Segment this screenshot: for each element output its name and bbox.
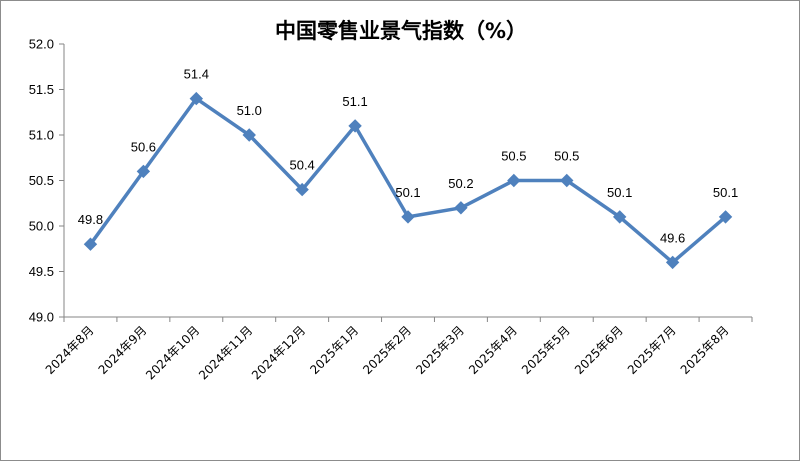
y-tick-label: 51.5 <box>29 82 54 97</box>
data-point <box>454 201 468 215</box>
x-tick-label: 2025年3月 <box>413 323 467 377</box>
data-label: 51.1 <box>342 94 367 109</box>
data-point <box>560 173 574 188</box>
data-label: 51.4 <box>184 67 209 82</box>
data-label: 50.1 <box>713 185 738 200</box>
x-tick-label: 2024年11月 <box>196 323 255 382</box>
data-label: 50.5 <box>501 149 526 164</box>
data-label: 49.8 <box>78 212 103 227</box>
data-label: 51.0 <box>237 103 262 118</box>
series-line <box>89 96 727 265</box>
y-tick-label: 50.0 <box>29 219 54 234</box>
y-tick-label: 49.0 <box>29 310 54 325</box>
x-tick-label: 2024年9月 <box>96 323 150 377</box>
x-tick-label: 2024年12月 <box>249 323 308 382</box>
x-tick-label: 2024年8月 <box>43 323 97 377</box>
y-tick-label: 50.5 <box>29 173 54 188</box>
y-tick-label: 51.0 <box>29 128 54 143</box>
data-point <box>136 164 151 179</box>
data-point <box>507 173 521 188</box>
x-tick-label: 2024年10月 <box>143 323 202 382</box>
data-point <box>401 210 415 224</box>
data-point <box>612 210 627 224</box>
data-point <box>242 128 256 142</box>
data-label: 49.6 <box>660 230 685 245</box>
data-label: 50.1 <box>395 185 420 200</box>
data-label: 50.4 <box>289 158 314 173</box>
data-point <box>665 255 680 270</box>
x-tick-label: 2025年6月 <box>572 323 626 377</box>
data-point <box>189 91 204 106</box>
data-point <box>348 119 362 133</box>
x-tick-label: 2025年5月 <box>519 323 573 377</box>
y-tick-label: 49.5 <box>29 264 54 279</box>
y-tick-label: 52.0 <box>29 37 54 52</box>
data-point <box>83 237 98 251</box>
data-point <box>718 210 733 224</box>
data-label: 50.2 <box>448 176 473 191</box>
data-label: 50.5 <box>554 149 579 164</box>
data-label: 50.1 <box>607 185 632 200</box>
x-tick-label: 2025年4月 <box>466 323 520 377</box>
data-point <box>295 182 309 197</box>
x-tick-label: 2025年2月 <box>360 323 414 377</box>
x-tick-label: 2025年8月 <box>678 323 732 377</box>
x-tick-label: 2025年1月 <box>307 323 361 377</box>
x-tick-label: 2025年7月 <box>625 323 679 377</box>
chart-title: 中国零售业景气指数（%） <box>274 19 528 43</box>
data-label: 50.6 <box>131 139 156 154</box>
